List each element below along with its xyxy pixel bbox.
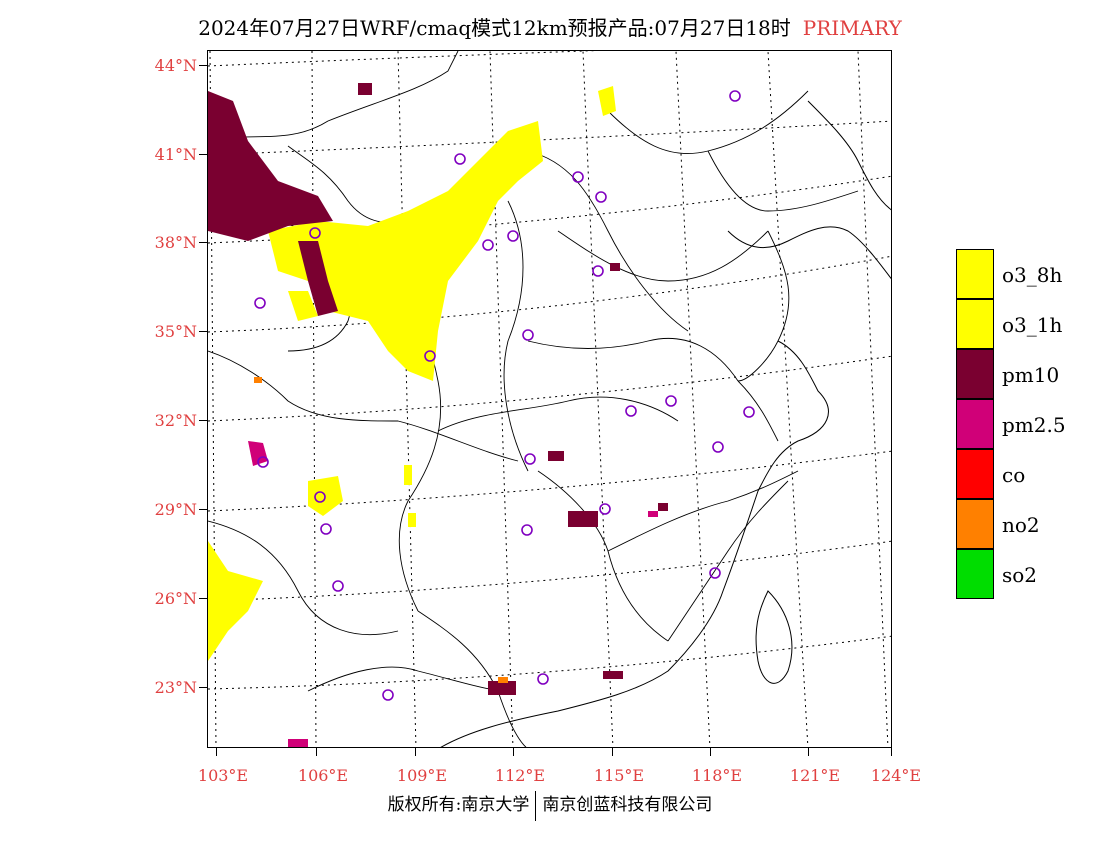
lon-label-112: 112°E [494, 766, 546, 785]
title-tag: PRIMARY [802, 16, 902, 40]
lon-label-115: 115°E [593, 766, 645, 785]
lon-tick [216, 748, 217, 756]
legend-swatch [956, 299, 994, 349]
legend-swatch [956, 349, 994, 399]
lon-label-103: 103°E [197, 766, 249, 785]
legend-label: pm10 [1002, 363, 1060, 387]
copyright-left: 版权所有:南京大学 [387, 795, 530, 815]
map-canvas [208, 51, 891, 747]
lat-label-44: 44°N [154, 56, 197, 75]
lat-tick [199, 598, 207, 599]
map-frame[interactable] [207, 50, 892, 748]
legend-label: so2 [1002, 563, 1038, 587]
copyright-right: 南京创蓝科技有限公司 [542, 795, 713, 815]
lat-label-41: 41°N [154, 145, 197, 164]
lat-label-26: 26°N [154, 589, 197, 608]
lat-label-35: 35°N [154, 322, 197, 341]
pm25-field [248, 441, 658, 747]
legend-label: o3_8h [1002, 263, 1063, 287]
no2-field [254, 377, 508, 683]
legend-label: pm2.5 [1002, 413, 1066, 437]
lon-tick [612, 748, 613, 756]
lon-tick [808, 748, 809, 756]
lon-tick [513, 748, 514, 756]
lon-label-109: 109°E [396, 766, 448, 785]
legend-swatch [956, 449, 994, 499]
map-title: 2024年07月27日WRF/cmaq模式12km预报产品:07月27日18时 P… [0, 12, 1100, 41]
lat-tick [199, 65, 207, 66]
legend-label: o3_1h [1002, 313, 1063, 337]
legend-label: no2 [1002, 513, 1040, 537]
lat-label-32: 32°N [154, 411, 197, 430]
lon-tick [415, 748, 416, 756]
copyright-footer: 版权所有:南京大学 南京创蓝科技有限公司 [0, 790, 1100, 821]
legend-swatch [956, 499, 994, 549]
footer-divider [535, 790, 537, 821]
lat-tick [199, 420, 207, 421]
lat-label-29: 29°N [154, 500, 197, 519]
title-main: 2024年07月27日WRF/cmaq模式12km预报产品:07月27日18时 [198, 16, 791, 40]
lon-tick [710, 748, 711, 756]
lat-label-23: 23°N [154, 678, 197, 697]
legend-label: co [1002, 463, 1026, 487]
lat-tick [199, 509, 207, 510]
pm10-field [208, 83, 668, 695]
lat-tick [199, 154, 207, 155]
legend-swatch [956, 549, 994, 599]
lat-tick [199, 242, 207, 243]
station-markers [254, 90, 755, 701]
lon-label-124: 124°E [870, 766, 922, 785]
lon-label-106: 106°E [297, 766, 349, 785]
lon-label-118: 118°E [691, 766, 743, 785]
lat-label-38: 38°N [154, 233, 197, 252]
coastline [440, 100, 891, 747]
legend-swatch [956, 249, 994, 299]
lat-tick [199, 687, 207, 688]
lon-tick [316, 748, 317, 756]
lon-label-121: 121°E [789, 766, 841, 785]
legend-swatch [956, 399, 994, 449]
graticule [208, 51, 891, 747]
lat-tick [199, 331, 207, 332]
lon-tick [891, 748, 892, 756]
